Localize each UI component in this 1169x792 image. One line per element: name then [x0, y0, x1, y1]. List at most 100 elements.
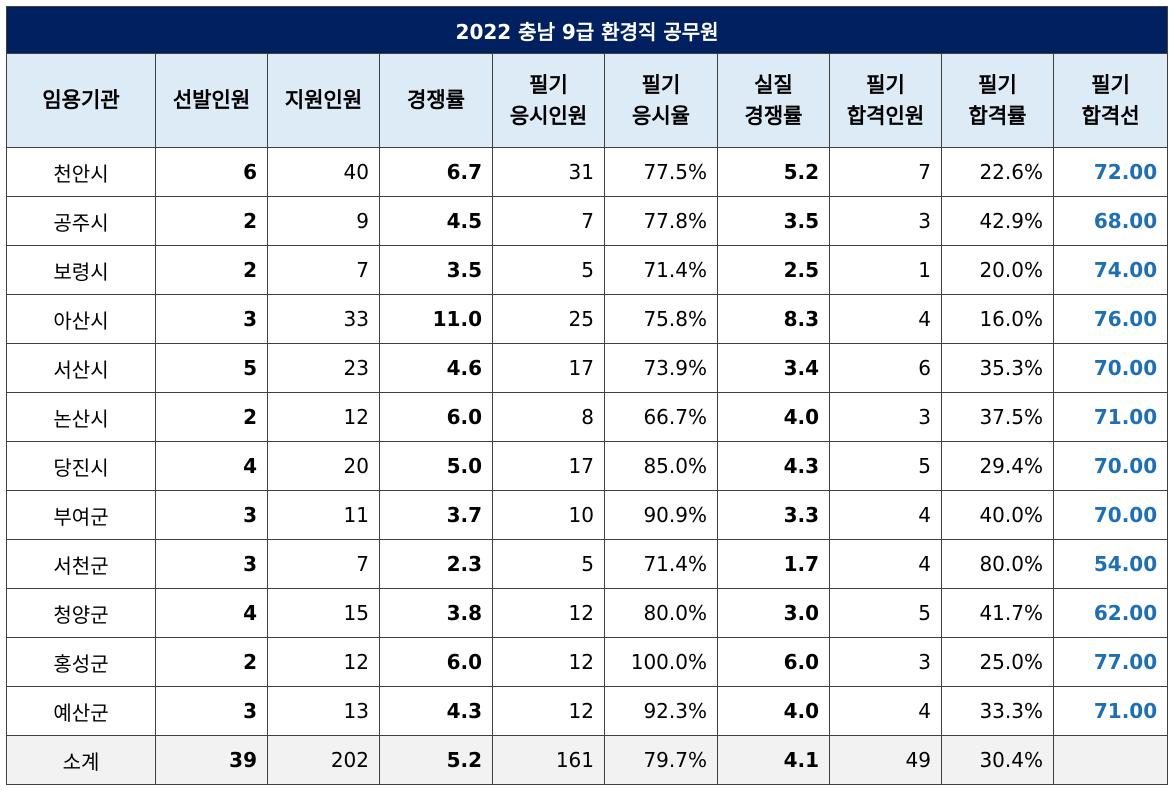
cell-applicants: 40	[267, 147, 380, 197]
table-row: 예산군 3 13 4.3 12 92.3% 4.0 4 33.3% 71.00	[6, 686, 1169, 736]
cell-selected: 5	[155, 343, 268, 393]
cell-written-takers: 12	[492, 637, 605, 687]
cell-written-passers: 7	[829, 147, 942, 197]
cell-real-competition: 3.0	[717, 588, 830, 638]
table-row: 부여군 3 11 3.7 10 90.9% 3.3 4 40.0% 70.00	[6, 490, 1169, 540]
cell-written-takers: 31	[492, 147, 605, 197]
cell-written-pass-rate: 16.0%	[941, 294, 1054, 344]
cell-agency: 청양군	[6, 588, 156, 638]
cell-written-takers: 7	[492, 196, 605, 246]
cell-written-take-rate: 75.8%	[604, 294, 718, 344]
cell-written-take-rate: 80.0%	[604, 588, 718, 638]
cell-competition-rate: 3.7	[379, 490, 493, 540]
cell-competition-rate: 5.2	[379, 735, 493, 785]
header-label-line: 필기	[529, 72, 568, 97]
cell-written-take-rate: 71.4%	[604, 245, 718, 295]
cell-competition-rate: 3.5	[379, 245, 493, 295]
header-written-takers: 필기 응시인원	[492, 53, 605, 148]
table-row: 천안시 6 40 6.7 31 77.5% 5.2 7 22.6% 72.00	[6, 147, 1169, 197]
cell-written-cutoff: 54.00	[1052, 539, 1169, 589]
header-label-line: 필기	[978, 72, 1017, 97]
cell-agency: 예산군	[6, 686, 156, 736]
cell-written-take-rate: 73.9%	[604, 343, 718, 393]
cell-agency: 당진시	[6, 441, 156, 491]
cell-written-cutoff	[1052, 735, 1169, 785]
cell-written-pass-rate: 33.3%	[941, 686, 1054, 736]
cell-real-competition: 4.3	[717, 441, 830, 491]
cell-real-competition: 5.2	[717, 147, 830, 197]
cell-applicants: 15	[267, 588, 380, 638]
cell-competition-rate: 4.3	[379, 686, 493, 736]
cell-real-competition: 3.4	[717, 343, 830, 393]
cell-written-cutoff: 70.00	[1052, 490, 1169, 540]
cell-written-take-rate: 90.9%	[604, 490, 718, 540]
cell-written-pass-rate: 40.0%	[941, 490, 1054, 540]
cell-written-cutoff: 72.00	[1052, 147, 1169, 197]
cell-competition-rate: 11.0	[379, 294, 493, 344]
header-label-line: 필기	[866, 72, 905, 97]
cell-applicants: 33	[267, 294, 380, 344]
cell-written-cutoff: 77.00	[1052, 637, 1169, 687]
cell-competition-rate: 2.3	[379, 539, 493, 589]
cell-written-takers: 12	[492, 686, 605, 736]
cell-written-pass-rate: 80.0%	[941, 539, 1054, 589]
cell-competition-rate: 6.0	[379, 392, 493, 442]
cell-real-competition: 6.0	[717, 637, 830, 687]
header-label-line: 합격률	[968, 103, 1027, 128]
header-competition-rate: 경쟁률	[379, 53, 493, 148]
cell-written-pass-rate: 41.7%	[941, 588, 1054, 638]
cell-written-cutoff: 71.00	[1052, 686, 1169, 736]
table-row: 공주시 2 9 4.5 7 77.8% 3.5 3 42.9% 68.00	[6, 196, 1169, 246]
cell-real-competition: 3.5	[717, 196, 830, 246]
table-row: 보령시 2 7 3.5 5 71.4% 2.5 1 20.0% 74.00	[6, 245, 1169, 295]
header-label-line: 임용기관	[42, 88, 120, 112]
cell-written-takers: 5	[492, 245, 605, 295]
cell-written-passers: 5	[829, 441, 942, 491]
cell-agency: 소계	[6, 735, 156, 785]
header-label-line: 선발인원	[172, 88, 251, 112]
cell-competition-rate: 3.8	[379, 588, 493, 638]
cell-written-passers: 3	[829, 637, 942, 687]
cell-written-pass-rate: 29.4%	[941, 441, 1054, 491]
cell-real-competition: 4.0	[717, 392, 830, 442]
table-row: 서산시 5 23 4.6 17 73.9% 3.4 6 35.3% 70.00	[6, 343, 1169, 393]
cell-agency: 보령시	[6, 245, 156, 295]
cell-written-passers: 4	[829, 686, 942, 736]
cell-selected: 2	[155, 637, 268, 687]
cell-applicants: 7	[267, 539, 380, 589]
cell-competition-rate: 6.0	[379, 637, 493, 687]
cell-written-takers: 17	[492, 343, 605, 393]
cell-written-pass-rate: 22.6%	[941, 147, 1054, 197]
cell-written-passers: 6	[829, 343, 942, 393]
cell-real-competition: 1.7	[717, 539, 830, 589]
cell-written-takers: 10	[492, 490, 605, 540]
cell-competition-rate: 6.7	[379, 147, 493, 197]
cell-selected: 39	[155, 735, 268, 785]
cell-selected: 6	[155, 147, 268, 197]
cell-selected: 4	[155, 588, 268, 638]
cell-applicants: 13	[267, 686, 380, 736]
cell-agency: 서천군	[6, 539, 156, 589]
header-written-cutoff: 필기 합격선	[1052, 53, 1169, 148]
cell-applicants: 23	[267, 343, 380, 393]
header-written-passers: 필기 합격인원	[829, 53, 942, 148]
cell-written-take-rate: 100.0%	[604, 637, 718, 687]
header-real-competition: 실질 경쟁률	[717, 53, 830, 148]
cell-written-takers: 12	[492, 588, 605, 638]
recruitment-table: 2022 충남 9급 환경직 공무원 임용기관 선발인원 지원인원 경쟁률 필기 응시인원…	[5, 6, 1169, 785]
cell-written-passers: 3	[829, 392, 942, 442]
cell-written-pass-rate: 20.0%	[941, 245, 1054, 295]
cell-written-takers: 8	[492, 392, 605, 442]
cell-competition-rate: 4.6	[379, 343, 493, 393]
cell-applicants: 202	[267, 735, 380, 785]
cell-written-pass-rate: 42.9%	[941, 196, 1054, 246]
table-body: 천안시 6 40 6.7 31 77.5% 5.2 7 22.6% 72.00 공주시 2 9 4.5 7 7…	[6, 147, 1169, 785]
total-row: 소계 39 202 5.2 161 79.7% 4.1 49 30.4%	[6, 735, 1169, 785]
cell-written-passers: 4	[829, 490, 942, 540]
header-applicants: 지원인원	[267, 53, 380, 148]
header-written-take-rate: 필기 응시율	[604, 53, 718, 148]
cell-written-pass-rate: 25.0%	[941, 637, 1054, 687]
cell-applicants: 20	[267, 441, 380, 491]
cell-written-passers: 4	[829, 294, 942, 344]
